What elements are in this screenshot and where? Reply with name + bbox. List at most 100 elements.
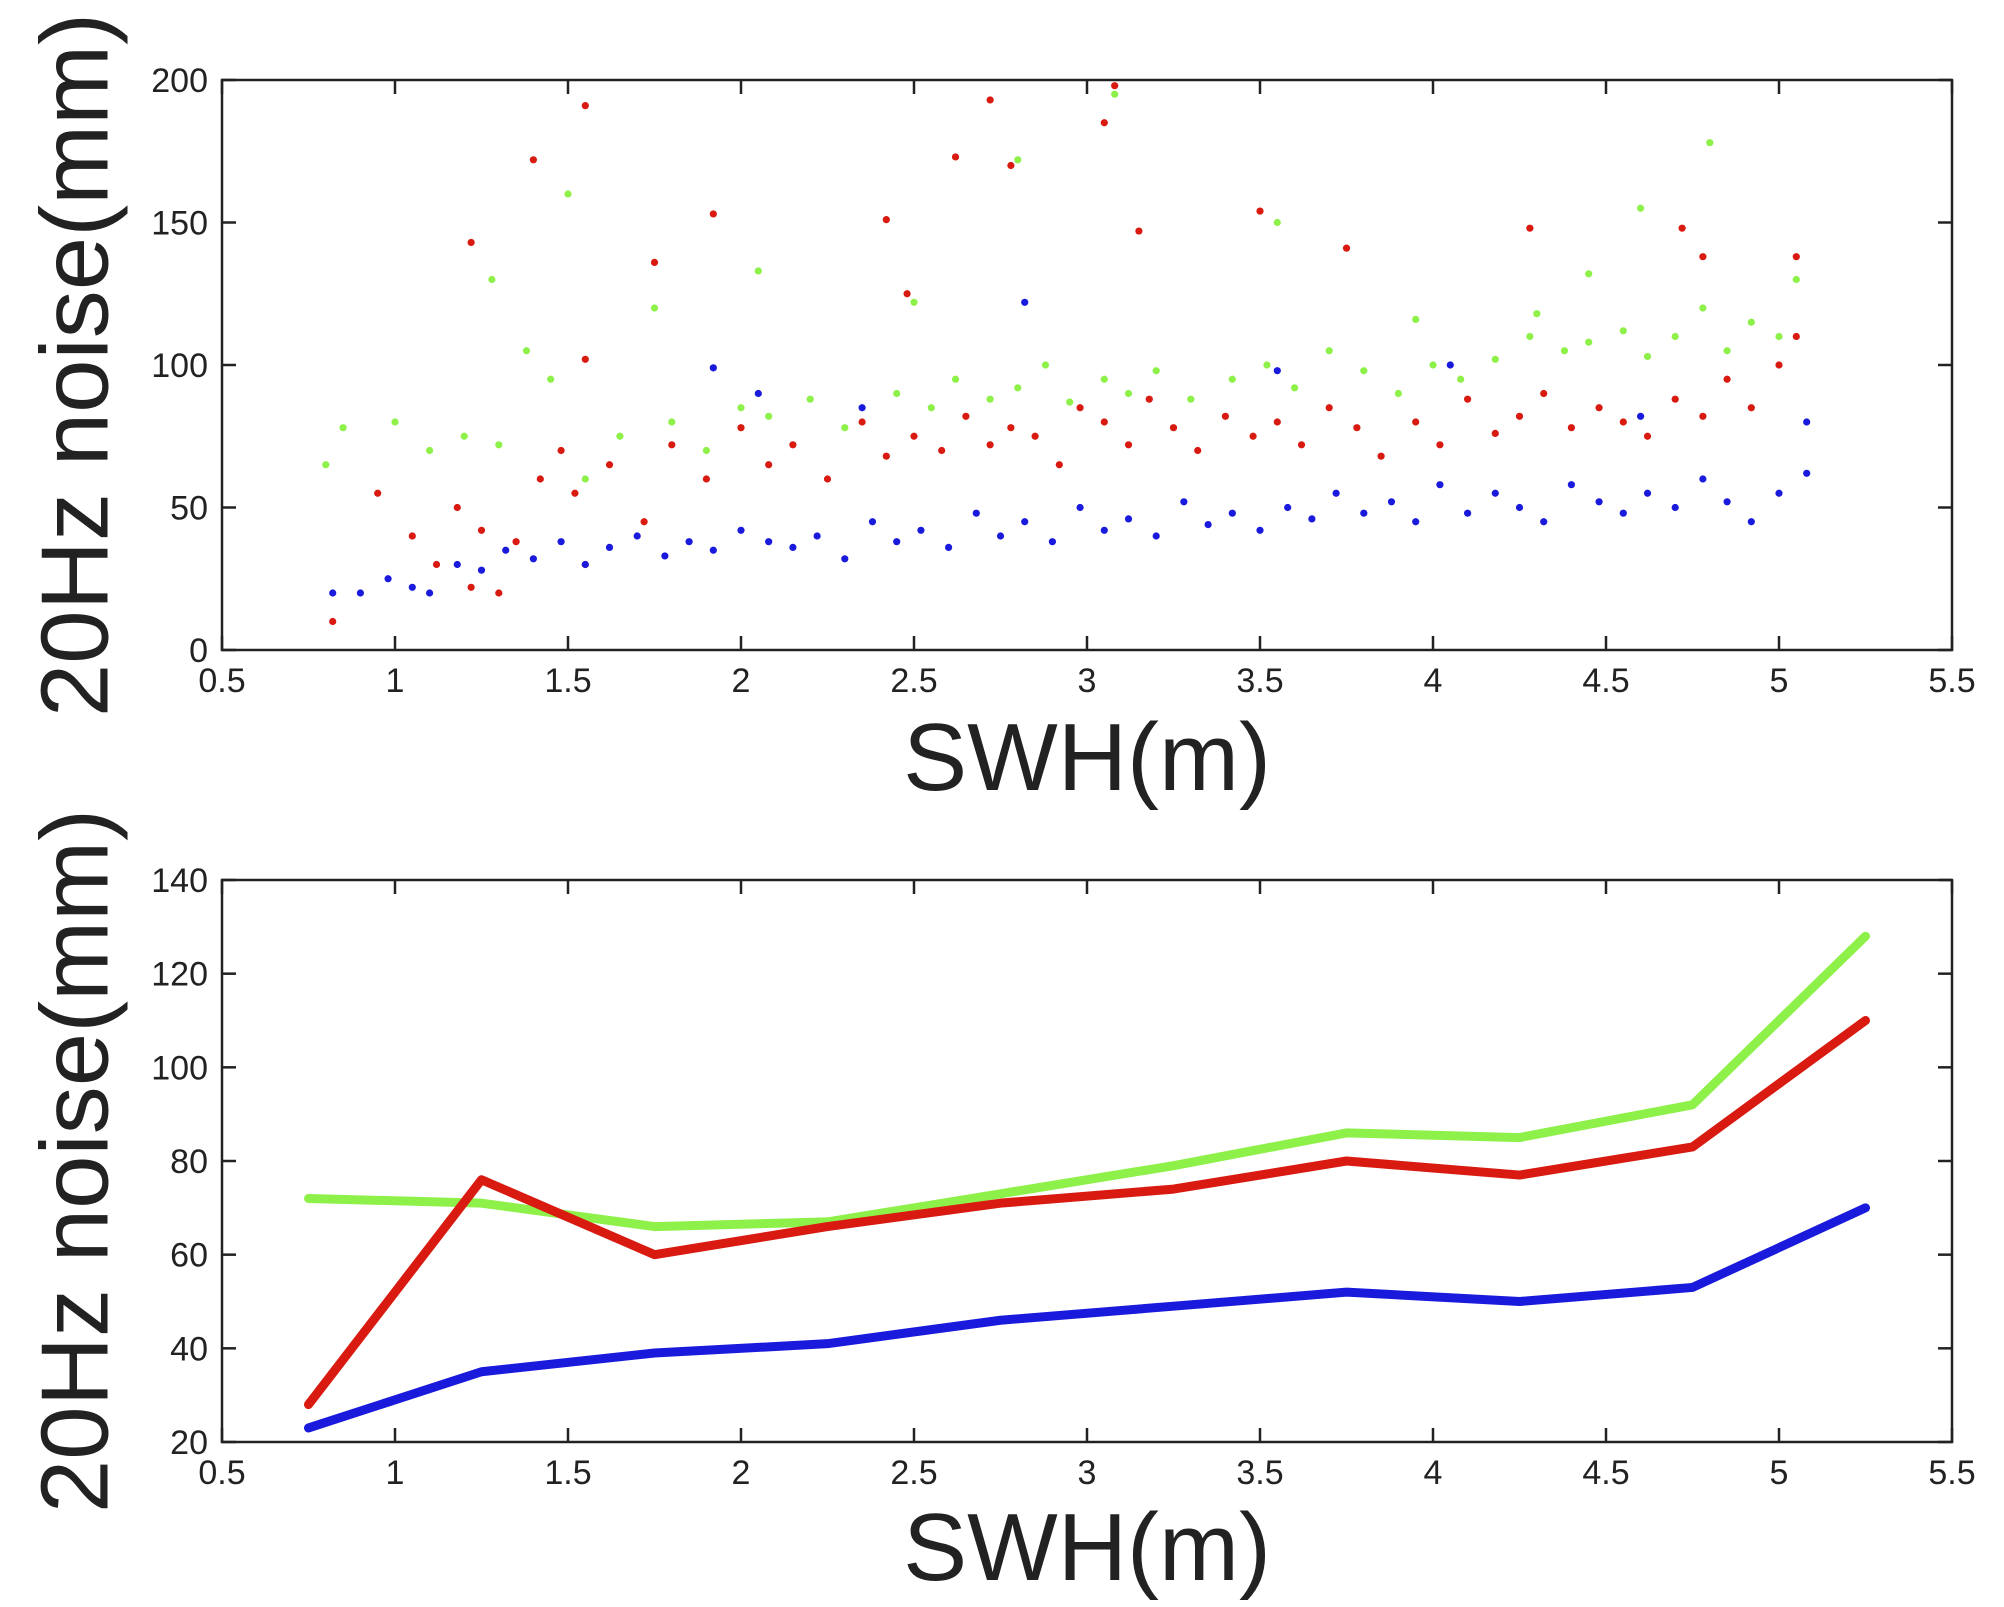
point-green — [806, 395, 814, 403]
point-blue — [1124, 515, 1133, 523]
point-green — [1291, 384, 1299, 392]
point-blue — [868, 518, 877, 526]
point-green — [1066, 398, 1074, 406]
point-red — [1031, 432, 1039, 440]
x-tick-label: 4.5 — [1582, 1454, 1629, 1492]
point-red — [1412, 418, 1420, 426]
point-blue — [1637, 412, 1645, 420]
x-tick-label: 1.5 — [544, 662, 591, 700]
point-blue — [789, 543, 797, 552]
point-red — [1353, 424, 1361, 432]
line-green — [304, 931, 1870, 1232]
point-red — [467, 583, 475, 591]
point-green — [426, 446, 434, 455]
x-tick-label: 3.5 — [1236, 1454, 1283, 1492]
point-blue — [1228, 509, 1236, 517]
point-red — [789, 441, 797, 449]
point-red — [1325, 404, 1333, 412]
point-green — [737, 404, 745, 412]
point-blue — [1100, 526, 1108, 534]
point-green — [488, 275, 496, 284]
point-green — [522, 347, 531, 355]
point-red — [903, 290, 911, 298]
point-green — [581, 475, 589, 483]
point-blue — [972, 509, 980, 517]
point-blue — [709, 546, 717, 554]
point-blue — [1308, 515, 1316, 523]
point-red — [1436, 441, 1444, 449]
point-red — [1135, 227, 1143, 235]
point-blue — [1152, 532, 1160, 540]
point-red — [1007, 424, 1015, 432]
point-green — [1526, 332, 1534, 341]
point-green — [1014, 384, 1022, 392]
point-red — [1145, 395, 1153, 403]
point-blue — [1021, 298, 1029, 306]
point-blue — [633, 532, 641, 540]
point-blue — [1076, 503, 1084, 512]
point-green — [1699, 304, 1707, 312]
point-red — [1100, 418, 1108, 426]
x-tick-label: 2 — [732, 662, 751, 700]
point-green — [1228, 375, 1236, 383]
point-blue — [813, 532, 821, 540]
x-tick-label: 3 — [1078, 662, 1097, 700]
point-blue — [1567, 481, 1575, 489]
point-green — [765, 412, 773, 420]
point-green — [1263, 361, 1271, 369]
point-blue — [1273, 367, 1281, 375]
point-green — [1792, 275, 1800, 284]
point-blue — [1021, 518, 1029, 526]
y-tick-label: 50 — [170, 490, 208, 528]
point-red — [1194, 446, 1202, 455]
point-blue — [841, 555, 849, 563]
point-red — [858, 418, 866, 426]
point-red — [571, 489, 579, 497]
point-green — [616, 432, 624, 440]
point-blue — [1515, 503, 1524, 512]
point-blue — [605, 543, 614, 552]
point-green — [1111, 90, 1119, 98]
point-red — [986, 441, 994, 449]
point-green — [547, 375, 555, 383]
x-tick-label: 4 — [1424, 662, 1443, 700]
point-blue — [1256, 526, 1264, 534]
point-green — [339, 424, 347, 432]
point-red — [605, 461, 614, 469]
point-blue — [737, 526, 745, 534]
point-blue — [384, 575, 392, 583]
point-red — [1515, 412, 1524, 420]
point-blue — [996, 532, 1005, 540]
panel-2: 0.5 1 1.5 2 2.5 3 3.5 4 4.5 5 5.5 20 40 60 80 100 120 140… — [21, 809, 1975, 1601]
point-red — [408, 532, 416, 540]
point-blue — [1360, 509, 1368, 517]
point-green — [1394, 389, 1402, 398]
point-green — [986, 395, 994, 403]
point-blue — [1412, 518, 1420, 526]
point-red — [737, 424, 745, 432]
point-green — [927, 404, 935, 412]
panel-1: 0.5 1 1.5 2 2.5 3 3.5 4 4.5 5 5.5 0 50 100 150 200 SWH(m… — [21, 13, 1975, 811]
point-red — [1540, 389, 1548, 398]
point-blue — [1464, 509, 1472, 517]
panel-1-data — [322, 82, 1811, 626]
point-red — [477, 526, 486, 534]
point-red — [1643, 432, 1652, 440]
point-blue — [1387, 498, 1396, 506]
point-green — [1706, 139, 1714, 147]
point-blue — [1803, 418, 1811, 426]
point-green — [1457, 375, 1465, 383]
y-tick-label: 20 — [170, 1424, 208, 1462]
series-green — [322, 90, 1800, 483]
point-red — [1526, 224, 1534, 232]
point-blue — [477, 566, 486, 574]
point-blue — [1619, 509, 1627, 517]
point-red — [650, 258, 659, 266]
point-green — [841, 424, 849, 432]
point-red — [1342, 244, 1351, 252]
point-green — [460, 432, 468, 440]
point-blue — [858, 404, 866, 412]
point-green — [1412, 315, 1420, 323]
